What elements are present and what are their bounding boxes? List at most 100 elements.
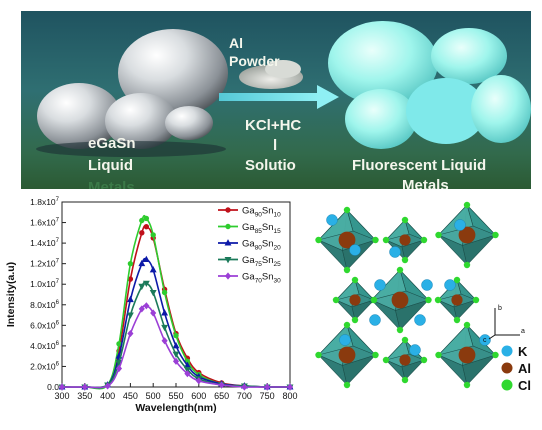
cl-atom <box>492 231 499 239</box>
k-atom <box>421 279 433 291</box>
legend-swatch <box>501 345 513 357</box>
cl-atom <box>472 296 480 304</box>
alcl-octahedron-small <box>434 276 480 324</box>
legend-marker <box>224 272 232 280</box>
legend-marker <box>225 223 231 230</box>
cl-atom <box>343 321 351 329</box>
cl-atom <box>425 296 432 304</box>
alcl-octahedron <box>315 206 379 274</box>
legend-marker <box>225 207 231 213</box>
y-tick-label: 6.0x106 <box>30 320 60 330</box>
data-point <box>142 255 150 263</box>
legend-label: Al <box>518 361 531 376</box>
legend-label: Ga90Sn10 <box>242 206 281 219</box>
legend-marker <box>224 239 232 246</box>
k-atom <box>369 314 381 326</box>
cl-atom <box>370 296 378 304</box>
data-point <box>138 259 146 267</box>
y-tick-label: 1.2x107 <box>30 259 60 269</box>
axis-a-label: a <box>521 328 525 335</box>
data-point <box>126 312 134 319</box>
al-atom <box>399 354 411 366</box>
data-point <box>184 370 191 378</box>
data-point <box>143 223 150 230</box>
data-point <box>58 383 66 391</box>
k-atom <box>389 246 401 258</box>
data-point <box>139 217 145 224</box>
k-atom <box>479 334 491 346</box>
data-point <box>126 295 134 303</box>
al-atom <box>451 294 463 306</box>
cl-atom <box>315 236 322 244</box>
crystal-structure-diagram: b a c K Al Cl <box>300 190 542 425</box>
x-tick-label: 500 <box>146 391 161 401</box>
x-tick-label: 600 <box>191 391 206 401</box>
alcl-octahedron <box>435 321 499 389</box>
data-point <box>183 367 191 374</box>
alcl-octahedron <box>315 321 379 389</box>
legend-label: Ga80Sn20 <box>242 239 281 252</box>
data-point <box>150 309 157 317</box>
legend-label: Ga70Sn30 <box>242 272 281 285</box>
fluorescent-metal-label: Fluorescent Liquid Metals <box>352 157 487 189</box>
cl-atom <box>435 351 442 359</box>
data-point <box>115 364 123 373</box>
x-tick-label: 800 <box>282 391 297 401</box>
reaction-arrow <box>219 85 339 109</box>
cl-atom <box>463 261 471 269</box>
axis-indicator: b a c <box>483 305 525 344</box>
al-atom <box>458 346 476 364</box>
cl-atom <box>382 356 390 364</box>
al-atom <box>338 346 356 364</box>
data-point <box>139 230 145 236</box>
x-tick-label: 450 <box>123 391 138 401</box>
data-point <box>161 309 169 316</box>
al-atom <box>458 226 476 244</box>
cl-atom <box>396 326 404 334</box>
alcl-octahedron-small <box>382 216 428 264</box>
y-tick-label: 0.0 <box>47 382 59 392</box>
cl-atom <box>332 296 340 304</box>
cl-atom <box>463 201 471 209</box>
y-tick-label: 4.0x106 <box>30 341 60 351</box>
cl-atom <box>453 276 461 284</box>
alcl-octahedron-small <box>332 276 378 324</box>
cl-atom <box>315 351 322 359</box>
data-point <box>143 302 150 310</box>
al-powder-pile <box>239 60 303 89</box>
cl-atom <box>435 231 442 239</box>
legend-al: Al <box>501 361 531 376</box>
data-point <box>172 342 180 349</box>
x-tick-label: 650 <box>214 391 229 401</box>
illustration-art <box>36 21 531 157</box>
al-atom <box>349 294 361 306</box>
y-tick-label: 1.4x107 <box>30 238 60 248</box>
emission-spectra-chart: 300 350 400 450 500 550 600 650 700 750 800 0.0 2.0x… <box>0 190 300 425</box>
data-point <box>138 283 146 291</box>
data-point <box>173 332 179 339</box>
legend-entry: Ga75Sn25 <box>218 255 281 268</box>
y-axis-label: Intensity(a.u) <box>5 262 17 327</box>
data-point <box>115 359 123 367</box>
cl-atom <box>463 321 471 329</box>
data-point <box>104 382 111 390</box>
spectra-plot: 300 350 400 450 500 550 600 650 700 750 800 0.0 2.0x… <box>5 197 298 414</box>
data-point <box>138 305 145 313</box>
legend-label: Ga75Sn25 <box>242 255 281 268</box>
cl-atom <box>382 236 390 244</box>
cl-atom <box>372 236 379 244</box>
cl-atom <box>463 381 471 389</box>
fluorescent-droplets <box>328 21 531 149</box>
y-tick-label: 1.6x107 <box>30 218 60 228</box>
legend-k: K <box>501 344 528 359</box>
alcl-octahedron-small <box>382 336 428 384</box>
k-atom <box>444 279 456 291</box>
crystal-structure-art: b a c K Al Cl <box>315 201 531 393</box>
x-tick-label: 300 <box>54 391 69 401</box>
k-atom <box>409 344 421 356</box>
cl-atom <box>351 276 359 284</box>
k-atom <box>454 219 466 231</box>
k-atom <box>326 214 338 226</box>
cl-atom <box>420 356 428 364</box>
solution-label: KCl+HC l Solutio <box>245 117 302 174</box>
